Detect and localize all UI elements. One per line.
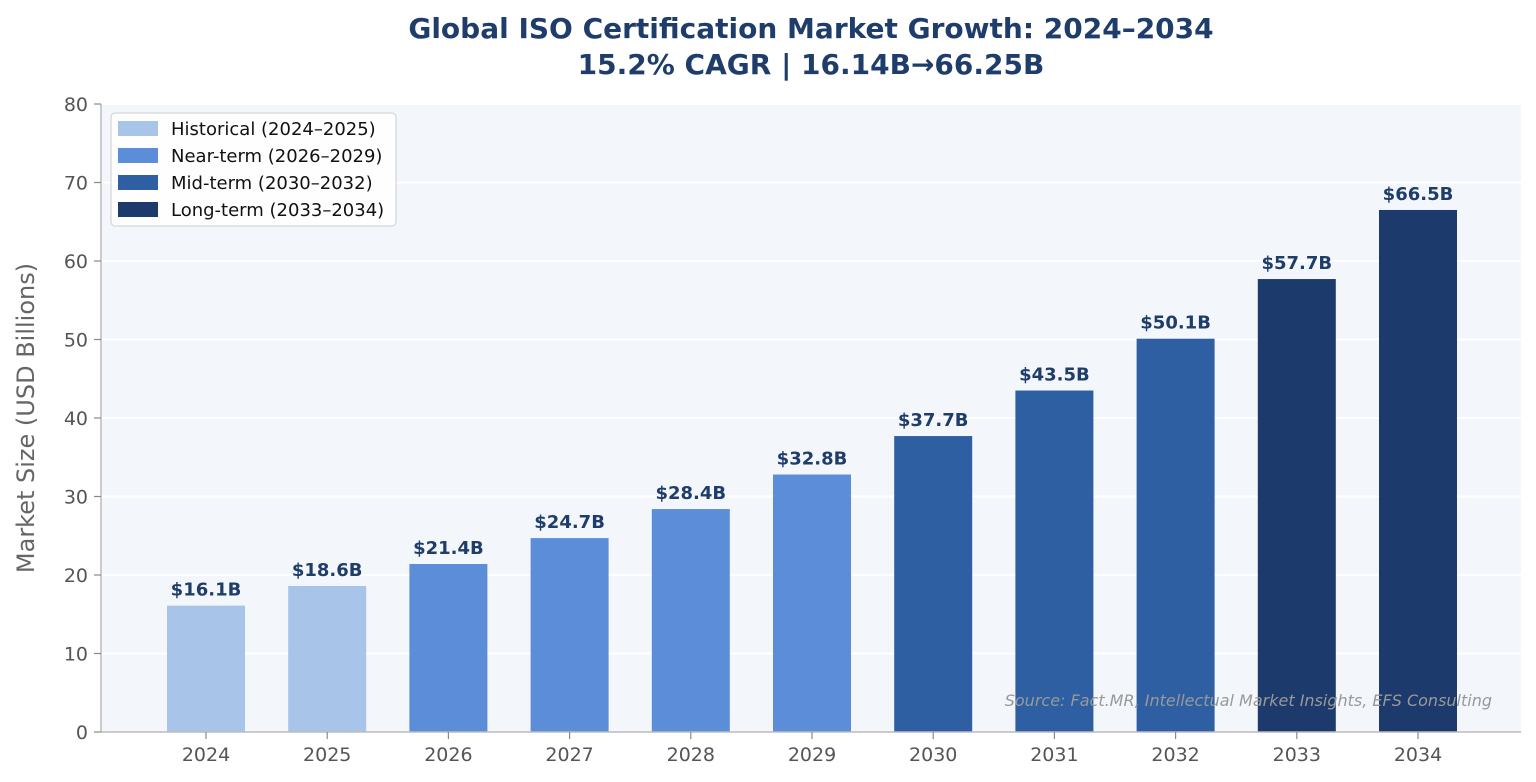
- legend-swatch-near-term: [118, 148, 158, 163]
- x-tick-label: 2032: [1151, 744, 1199, 766]
- legend-label: Mid-term (2030–2032): [171, 173, 373, 194]
- source-note: Source: Fact.MR, Intellectual Market Ins…: [1005, 691, 1492, 710]
- legend-items: Historical (2024–2025) Near-term (2026–20…: [118, 119, 384, 221]
- value-labels: $16.1B $18.6B $21.4B $24.7B $28.4B $32.8B $37.…: [171, 184, 1454, 601]
- legend-box: [110, 112, 397, 227]
- x-tick-label: 2026: [424, 744, 472, 766]
- x-tick-label: 2033: [1273, 744, 1321, 766]
- bar-2034: [1379, 209, 1457, 733]
- bar-value-label: $18.6B: [292, 560, 363, 581]
- bar-2024: [167, 605, 245, 732]
- bar-value-label: $28.4B: [655, 483, 726, 504]
- bar-value-label: $37.7B: [898, 410, 969, 431]
- y-tick-label: 20: [64, 565, 88, 587]
- bar-2029: [773, 474, 851, 732]
- y-tick-label: 60: [64, 251, 88, 273]
- y-tick-label: 30: [64, 487, 88, 509]
- chart-title: Global ISO Certification Market Growth: …: [408, 12, 1213, 45]
- legend-swatch-mid-term: [118, 175, 158, 190]
- x-tick-label: 2029: [788, 744, 836, 766]
- x-tick-label: 2034: [1394, 744, 1442, 766]
- bar-2028: [651, 509, 730, 732]
- x-tick-label: 2030: [909, 744, 957, 766]
- bar-2026: [409, 564, 488, 732]
- y-tick-label: 0: [76, 722, 88, 744]
- y-axis-ticks: 0 10 20 30 40 50 60 70 80: [64, 94, 101, 744]
- bar-value-label: $57.7B: [1261, 253, 1332, 274]
- bar-value-label: $16.1B: [171, 580, 242, 601]
- y-tick-label: 10: [64, 644, 88, 666]
- bar-value-label: $50.1B: [1140, 313, 1211, 334]
- y-tick-label: 70: [64, 173, 88, 195]
- bar-2030: [894, 436, 973, 732]
- y-tick-label: 80: [64, 94, 88, 116]
- legend: Historical (2024–2025) Near-term (2026–20…: [110, 112, 397, 227]
- x-tick-label: 2031: [1030, 744, 1078, 766]
- legend-label: Long-term (2033–2034): [171, 200, 384, 221]
- bars: [167, 209, 1457, 733]
- bar-value-label: $66.5B: [1383, 184, 1454, 205]
- x-tick-label: 2024: [182, 744, 230, 766]
- bar-2031: [1015, 390, 1094, 732]
- bar-2027: [530, 538, 609, 732]
- x-tick-label: 2028: [667, 744, 715, 766]
- y-tick-label: 50: [64, 330, 88, 352]
- bar-2032: [1136, 338, 1215, 732]
- y-tick-label: 40: [64, 408, 88, 430]
- chart-subtitle: 15.2% CAGR | 16.14B→66.25B: [578, 48, 1045, 81]
- bar-value-label: $21.4B: [413, 538, 484, 559]
- bar-2025: [288, 585, 367, 732]
- x-tick-label: 2025: [303, 744, 351, 766]
- bar-value-label: $24.7B: [534, 512, 605, 533]
- legend-label: Historical (2024–2025): [171, 119, 376, 140]
- legend-swatch-historical: [118, 121, 158, 136]
- x-axis-ticks: 2024 2025 2026 2027 2028 2029 2030 2031 2032 2033…: [182, 732, 1442, 766]
- y-axis-label: Market Size (USD Billions): [12, 263, 40, 573]
- bar-value-label: $43.5B: [1019, 365, 1090, 386]
- bar-value-label: $32.8B: [777, 449, 848, 470]
- bar-2033: [1257, 279, 1336, 732]
- x-tick-label: 2027: [545, 744, 593, 766]
- legend-label: Near-term (2026–2029): [171, 146, 382, 167]
- legend-swatch-long-term: [118, 202, 158, 217]
